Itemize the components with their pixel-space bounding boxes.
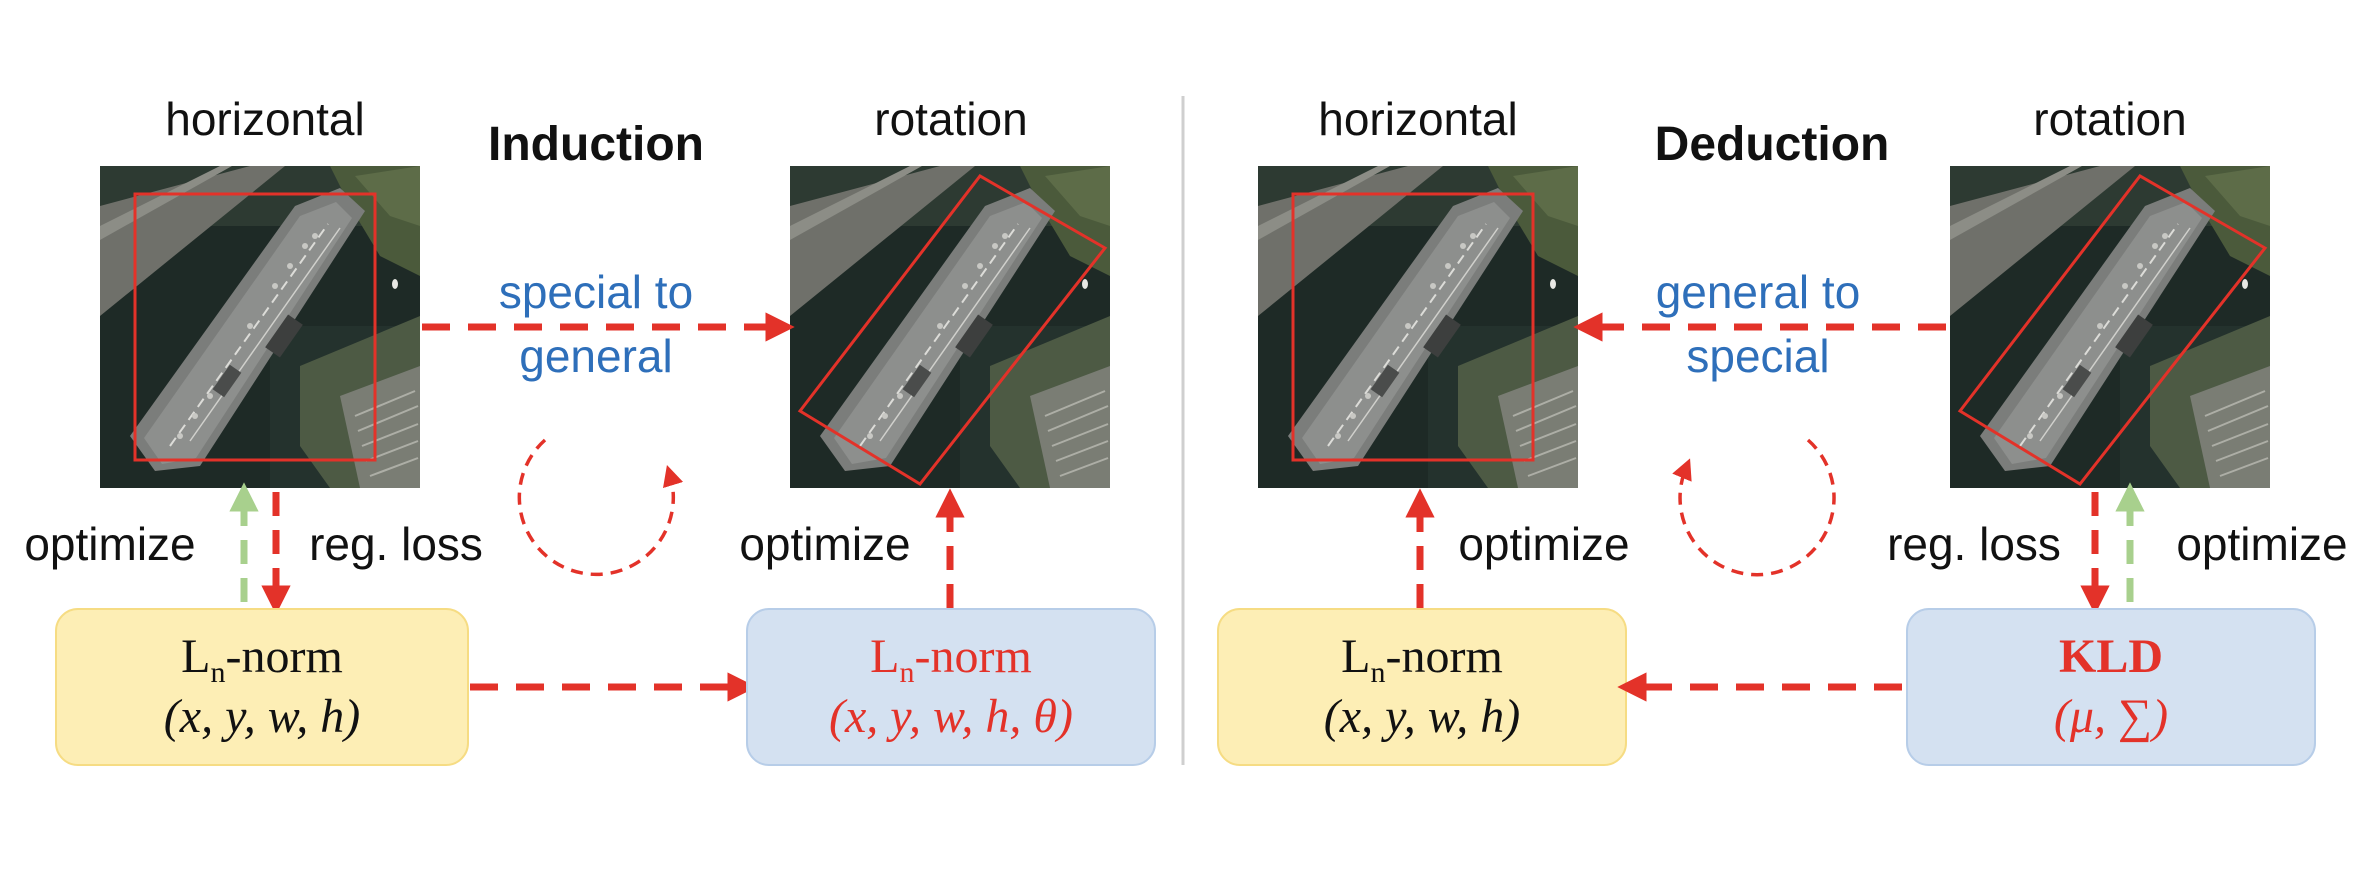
left-box-params: (x, y, w, h) xyxy=(164,690,360,743)
right-reg-loss-label: reg. loss xyxy=(1887,518,2061,570)
right-ln-norm-box: Ln-norm (x, y, w, h, θ) xyxy=(746,608,1156,766)
left-right-optimize-label: optimize xyxy=(739,518,910,570)
left-rotation-image xyxy=(789,165,1111,489)
right-cycle-arrow xyxy=(1672,438,1836,577)
right-left-optimize-label: optimize xyxy=(1458,518,1629,570)
deduction-box-l: L xyxy=(1341,630,1370,683)
deduction-box-params: (x, y, w, h) xyxy=(1324,690,1520,743)
left-ln-norm-box: Ln-norm (x, y, w, h) xyxy=(55,608,469,766)
right-box-sub: n xyxy=(900,656,915,689)
induction-panel: horizontal Induction rotation special to… xyxy=(24,93,1156,766)
left-box-sub: n xyxy=(211,656,226,689)
right-optimize-label: optimize xyxy=(2176,518,2347,570)
special-to-general-text-1: special to xyxy=(499,266,693,318)
kld-params: (μ, ∑) xyxy=(2054,690,2168,743)
svg-text:Ln-norm: Ln-norm xyxy=(870,630,1032,689)
induction-title: Induction xyxy=(488,118,704,171)
kld-box: KLD (μ, ∑) xyxy=(1906,608,2316,766)
right-box-params: (x, y, w, h, θ) xyxy=(829,690,1073,743)
left-box-l: L xyxy=(181,630,210,683)
right-horizontal-image xyxy=(1257,165,1579,489)
right-rotated-bounding-box xyxy=(1957,174,2268,486)
left-box-rest: -norm xyxy=(226,630,343,683)
deduction-box-sub: n xyxy=(1371,656,1386,689)
left-img-right-label: rotation xyxy=(874,93,1027,145)
right-box-l: L xyxy=(870,630,899,683)
horizontal-bounding-box xyxy=(133,192,377,462)
right-box-rest: -norm xyxy=(915,630,1032,683)
deduction-panel: horizontal Deduction rotation general to… xyxy=(1217,93,2348,766)
deduction-box-rest: -norm xyxy=(1386,630,1503,683)
right-rotation-image xyxy=(1949,165,2271,489)
rotated-bounding-box xyxy=(797,174,1108,486)
left-img-left-label: horizontal xyxy=(165,93,364,145)
general-to-special-text-1: general to xyxy=(1656,266,1861,318)
left-reg-loss-label: reg. loss xyxy=(309,518,483,570)
deduction-title: Deduction xyxy=(1655,118,1890,171)
special-to-general-text-2: general xyxy=(519,330,672,382)
right-img-right-label: rotation xyxy=(2033,93,2186,145)
svg-text:Ln-norm: Ln-norm xyxy=(1341,630,1503,689)
left-horizontal-image xyxy=(99,165,421,489)
kld-title: KLD xyxy=(2059,630,2163,683)
right-horizontal-bounding-box xyxy=(1291,192,1535,462)
left-optimize-label: optimize xyxy=(24,518,195,570)
deduction-ln-norm-box: Ln-norm (x, y, w, h) xyxy=(1217,608,1627,766)
right-img-left-label: horizontal xyxy=(1318,93,1517,145)
left-cycle-arrow xyxy=(517,438,684,577)
svg-text:Ln-norm: Ln-norm xyxy=(181,630,343,689)
general-to-special-text-2: special xyxy=(1686,330,1829,382)
